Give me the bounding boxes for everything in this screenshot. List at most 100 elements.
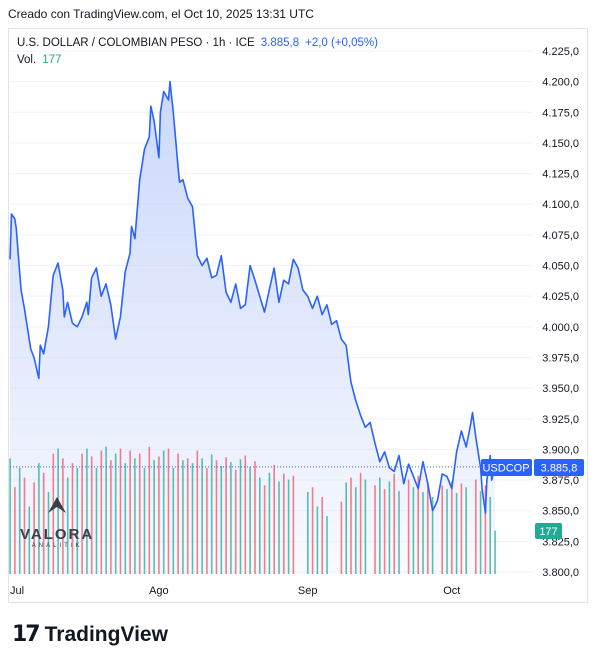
- volume-bar-26: [134, 458, 136, 574]
- valora-logo-icon: [48, 497, 67, 513]
- volume-tag: 177: [539, 526, 557, 538]
- volume-bar-68: [355, 487, 357, 574]
- volume-bar-28: [143, 467, 146, 574]
- chart-legend: U.S. DOLLAR / COLOMBIAN PESO · 1h · ICE 3…: [17, 35, 378, 69]
- volume-bar-86: [455, 493, 458, 574]
- legend-volume-value: 177: [42, 54, 62, 66]
- volume-bar-51: [254, 461, 256, 574]
- volume-bar-34: [172, 467, 175, 574]
- volume-bar-39: [196, 450, 199, 574]
- legend-volume-label[interactable]: Vol.: [17, 54, 37, 66]
- y-tick-label-13: 3.900,0: [542, 444, 579, 456]
- volume-bar-2: [18, 467, 21, 574]
- y-tick-label-11: 3.950,0: [542, 383, 579, 395]
- volume-bar-71: [374, 485, 376, 574]
- volume-bar-65: [340, 501, 343, 574]
- volume-bar-14: [76, 467, 79, 574]
- x-tick-label-jul: Jul: [10, 585, 24, 597]
- volume-bar-72: [379, 477, 381, 574]
- tradingview-logo-icon: 17: [12, 622, 41, 647]
- volume-bar-58: [287, 479, 290, 574]
- price-tag: 3.885,8: [541, 463, 578, 475]
- volume-bar-85: [451, 481, 453, 574]
- tradingview-brand: TradingView: [44, 622, 168, 646]
- chart-frame: [8, 28, 588, 603]
- volume-bar-44: [220, 466, 223, 574]
- volume-bar-78: [412, 487, 415, 574]
- volume-bar-8: [47, 492, 50, 574]
- volume-bar-17: [90, 456, 93, 574]
- volume-bar-82: [431, 496, 434, 574]
- volume-bar-6: [38, 463, 40, 574]
- volume-bar-89: [475, 479, 477, 574]
- volume-bar-50: [249, 467, 251, 574]
- volume-bar-36: [182, 460, 184, 574]
- y-tick-label-5: 4.100,0: [542, 199, 579, 211]
- x-axis[interactable]: Jul Ago Sep Oct: [10, 585, 460, 597]
- volume-bar-55: [273, 465, 275, 574]
- y-tick-label-16: 3.825,0: [542, 536, 579, 548]
- volume-bar-84: [446, 489, 448, 574]
- volume-bar-61: [311, 487, 314, 574]
- y-tick-label-6: 4.075,0: [542, 230, 579, 242]
- volume-bar-23: [119, 448, 122, 574]
- volume-bars: [9, 446, 496, 575]
- volume-bar-41: [206, 467, 208, 574]
- price-series-line: [9, 80, 496, 514]
- volume-bar-3: [23, 477, 26, 574]
- volume-bar-69: [359, 472, 362, 575]
- y-tick-label-14: 3.875,0: [542, 475, 579, 487]
- volume-bar-10: [57, 448, 59, 574]
- volume-bar-47: [234, 469, 237, 574]
- volume-bar-63: [321, 496, 323, 574]
- price-line: [9, 80, 496, 514]
- volume-bar-11: [62, 458, 64, 574]
- y-tick-label-10: 3.975,0: [542, 352, 579, 364]
- volume-bar-53: [263, 485, 266, 574]
- volume-bar-54: [268, 472, 271, 575]
- symbol-tag-bg: [481, 459, 532, 476]
- volume-bar-15: [81, 453, 83, 574]
- x-tick-label-ago: Ago: [149, 585, 169, 597]
- volume-bar-79: [417, 475, 419, 574]
- volume-bar-57: [283, 473, 285, 574]
- legend-price: 3.885,8: [260, 37, 300, 49]
- volume-bar-92: [489, 496, 491, 574]
- volume-bar-7: [42, 472, 45, 575]
- y-tick-label-12: 3.925,0: [542, 414, 579, 426]
- volume-bar-42: [210, 454, 213, 574]
- volume-bar-75: [393, 473, 395, 574]
- volume-bar-67: [350, 477, 352, 574]
- legend-symbol[interactable]: U.S. DOLLAR / COLOMBIAN PESO · 1h · ICE: [17, 37, 255, 49]
- volume-bar-1: [14, 487, 16, 574]
- y-tick-label-15: 3.850,0: [542, 506, 579, 518]
- x-tick-label-oct: Oct: [443, 585, 460, 597]
- volume-bar-9: [52, 453, 55, 574]
- volume-bar-30: [153, 460, 155, 574]
- volume-bar-87: [460, 483, 463, 574]
- volume-bar-60: [307, 492, 309, 574]
- volume-bar-49: [244, 455, 247, 574]
- y-tick-label-9: 4.000,0: [542, 322, 579, 334]
- volume-bar-88: [465, 487, 467, 574]
- volume-bar-73: [383, 489, 386, 574]
- volume-bar-83: [441, 485, 443, 574]
- volume-bar-40: [201, 458, 203, 574]
- volume-bar-76: [398, 491, 400, 574]
- y-axis[interactable]: 4.225,0 4.200,0 4.175,0 4.150,0 4.125,0 4.100…: [542, 46, 579, 579]
- valora-watermark: VALORA ANALITIK: [20, 495, 94, 549]
- volume-bar-80: [422, 492, 424, 574]
- volume-bar-16: [86, 448, 88, 574]
- volume-bar-18: [95, 467, 98, 574]
- tradingview-footer[interactable]: 17 TradingView: [12, 622, 168, 647]
- volume-bar-19: [100, 450, 103, 574]
- volume-bar-66: [345, 482, 347, 574]
- x-tick-label-sep: Sep: [298, 585, 318, 597]
- y-tick-label-0: 4.225,0: [542, 46, 579, 58]
- volume-bar-20: [105, 446, 107, 574]
- volume-bar-29: [148, 446, 151, 574]
- volume-bar-52: [259, 477, 261, 574]
- watermark-name: VALORA: [20, 526, 95, 543]
- volume-bar-93: [494, 530, 496, 574]
